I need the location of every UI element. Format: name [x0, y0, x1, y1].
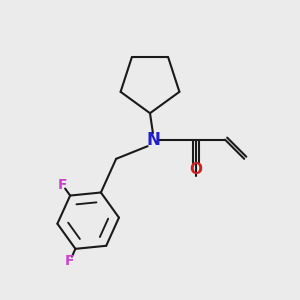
Text: F: F: [58, 178, 67, 192]
Text: F: F: [65, 254, 75, 268]
Text: N: N: [146, 131, 160, 149]
Text: O: O: [189, 162, 202, 177]
